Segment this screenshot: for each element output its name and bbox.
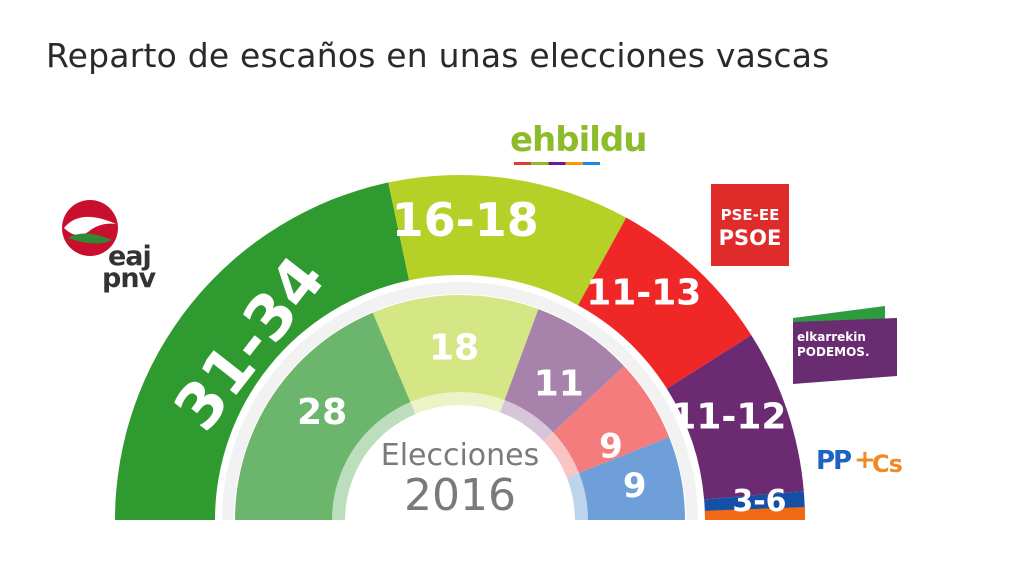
podemos-logo-line2: PODEMOS. <box>797 345 870 359</box>
bildu-logo-text: ehbildu <box>510 120 647 160</box>
outer-label-4: 3-6 <box>732 484 786 519</box>
outer-segment-3 <box>666 335 804 500</box>
outer-segment-2 <box>578 217 752 389</box>
center-label-line1: Elecciones <box>381 438 540 473</box>
inner-label-0: 28 <box>297 392 347 433</box>
outer-segment-4-lower-band <box>704 506 805 520</box>
outer-label-1: 16-18 <box>392 193 539 247</box>
inner-label-4: 9 <box>623 466 647 506</box>
psoe-logo-line2: PSOE <box>718 226 782 250</box>
inner-ring-fade <box>332 392 588 520</box>
pnv-logo-line2: pnv <box>102 263 156 294</box>
ppcs-logo-pp: PP <box>816 446 852 476</box>
podemos-logo: elkarrekin PODEMOS. <box>793 300 913 392</box>
ppcs-logo-cs: Cs <box>872 450 903 478</box>
inner-segment-0 <box>235 312 416 520</box>
ppcs-logo-plus: + <box>854 445 876 475</box>
chart-title: Reparto de escaños en unas elecciones va… <box>46 36 830 75</box>
bildu-color-bar <box>514 162 600 165</box>
inner-segment-4 <box>566 437 685 520</box>
psoe-logo: PSE-EE PSOE <box>711 184 789 266</box>
pnv-logo-line1: eaj <box>108 241 152 272</box>
center-area: Elecciones 2016 <box>381 438 540 521</box>
outer-label-3: 11-12 <box>671 396 786 437</box>
inner-label-3: 9 <box>599 426 623 466</box>
outer-segment-1 <box>388 175 627 306</box>
outer-segment-0 <box>115 182 410 521</box>
inner-segment-3 <box>543 365 670 478</box>
inner-segment-1 <box>372 294 539 414</box>
pnv-logo: eaj pnv <box>60 198 180 298</box>
pnv-emblem-icon <box>62 200 118 256</box>
outer-label-2: 11-13 <box>586 273 701 314</box>
center-label-line2: 2016 <box>404 470 516 521</box>
bildu-logo: ehbildu <box>510 120 650 170</box>
inner-label-1: 18 <box>429 328 479 369</box>
inner-ring: 28 18 11 99 <box>235 294 685 520</box>
psoe-logo-line1: PSE-EE <box>720 206 780 224</box>
podemos-logo-line1: elkarrekin <box>797 330 866 344</box>
podemos-shape-icon <box>793 306 897 384</box>
inner-label-2: 11 <box>534 364 584 405</box>
ppcs-logo: PP + Cs <box>816 440 926 495</box>
inner-segment-2 <box>500 309 625 442</box>
